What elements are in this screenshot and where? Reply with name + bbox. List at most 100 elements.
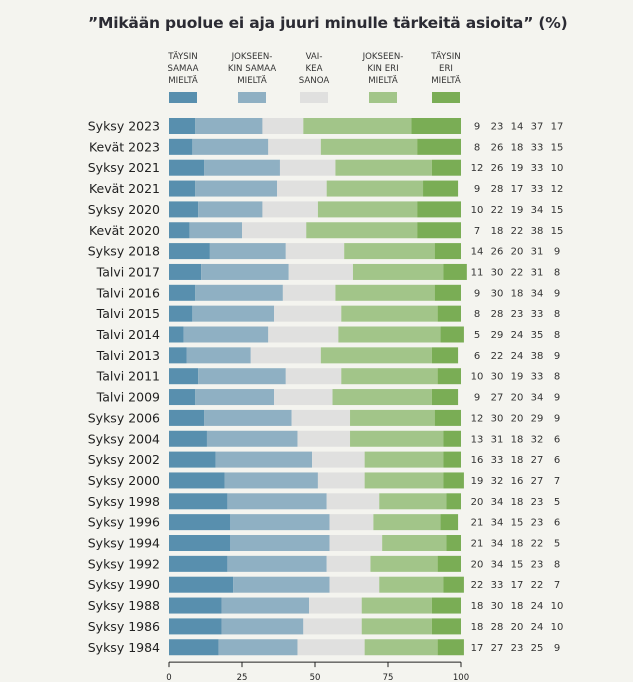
value-label: 31 bbox=[531, 247, 544, 258]
bar-segment bbox=[204, 159, 280, 176]
bar-segment bbox=[282, 284, 336, 301]
bar-segment bbox=[443, 451, 461, 468]
value-label: 21 bbox=[471, 518, 484, 529]
value-label: 8 bbox=[554, 372, 560, 383]
bar-segment bbox=[437, 555, 461, 572]
legend-label: VAI- KEA SANOA bbox=[298, 52, 330, 86]
value-label: 9 bbox=[554, 643, 560, 654]
bar-segment bbox=[169, 576, 234, 593]
bar-segment bbox=[306, 222, 418, 239]
row-label: Kevät 2023 bbox=[89, 139, 160, 154]
value-label: 20 bbox=[471, 497, 484, 508]
value-label: 6 bbox=[554, 518, 560, 529]
value-label: 7 bbox=[554, 580, 560, 591]
value-label: 24 bbox=[531, 622, 544, 633]
value-label: 14 bbox=[471, 247, 484, 258]
value-label: 27 bbox=[491, 393, 504, 404]
bar-segment bbox=[221, 618, 304, 635]
legend-label: JOKSEEN- KIN ERI MIELTÄ bbox=[362, 52, 404, 86]
bar-segment bbox=[268, 326, 339, 343]
bar-segment bbox=[242, 222, 307, 239]
bar-segment bbox=[169, 326, 184, 343]
value-label: 18 bbox=[511, 601, 524, 612]
value-label: 9 bbox=[554, 393, 560, 404]
bar-segment bbox=[169, 555, 228, 572]
bar-segment bbox=[169, 472, 225, 489]
value-label: 33 bbox=[531, 163, 544, 174]
value-label: 33 bbox=[531, 372, 544, 383]
value-label: 26 bbox=[491, 247, 504, 258]
value-label: 6 bbox=[474, 351, 480, 362]
row-label: Syksy 2020 bbox=[88, 202, 160, 217]
x-tick-label: 100 bbox=[453, 673, 469, 682]
value-label: 33 bbox=[531, 142, 544, 153]
value-label: 22 bbox=[511, 267, 524, 278]
bar-segment bbox=[215, 451, 313, 468]
bar-segment bbox=[417, 138, 461, 155]
row-label: Syksy 1992 bbox=[88, 556, 160, 571]
value-label: 18 bbox=[511, 539, 524, 550]
value-label: 22 bbox=[511, 226, 524, 237]
value-label: 38 bbox=[531, 351, 544, 362]
bar-segment bbox=[417, 201, 461, 218]
bar-segment bbox=[195, 389, 275, 406]
legend-swatch bbox=[169, 92, 197, 103]
value-label: 24 bbox=[531, 601, 544, 612]
bar-segment bbox=[350, 430, 444, 447]
value-label: 30 bbox=[491, 413, 504, 424]
value-label: 8 bbox=[554, 309, 560, 320]
bar-segment bbox=[329, 535, 383, 551]
value-label: 31 bbox=[531, 267, 544, 278]
legend-item: JOKSEEN- KIN SAMAA MIELTÄ bbox=[212, 51, 292, 103]
bar-segment bbox=[317, 472, 365, 489]
bar-segment bbox=[443, 430, 461, 447]
bar-segment bbox=[169, 451, 216, 468]
value-label: 9 bbox=[554, 413, 560, 424]
bar-segment bbox=[341, 305, 438, 322]
bar-segment bbox=[361, 597, 432, 614]
bar-segment bbox=[379, 576, 444, 593]
value-label: 33 bbox=[491, 455, 504, 466]
chart-title: ”Mikään puolue ei aja juuri minulle tärk… bbox=[88, 14, 568, 32]
bar-segment bbox=[443, 576, 464, 593]
bar-segment bbox=[233, 576, 330, 593]
bar-segment bbox=[335, 284, 435, 301]
value-label: 27 bbox=[531, 455, 544, 466]
row-label: Syksy 1998 bbox=[88, 494, 160, 509]
value-label: 30 bbox=[491, 372, 504, 383]
value-label: 8 bbox=[474, 142, 480, 153]
bar-segment bbox=[183, 326, 269, 343]
legend-label: JOKSEEN- KIN SAMAA MIELTÄ bbox=[227, 52, 277, 86]
bar-segment bbox=[335, 159, 432, 176]
bar-segment bbox=[443, 472, 464, 489]
bar-segment bbox=[169, 389, 196, 406]
value-label: 9 bbox=[474, 288, 480, 299]
bar-segment bbox=[204, 409, 292, 426]
value-label: 13 bbox=[471, 434, 484, 445]
value-label: 26 bbox=[491, 142, 504, 153]
bar-segment bbox=[382, 535, 447, 551]
bar-segment bbox=[443, 263, 467, 280]
value-label: 30 bbox=[491, 267, 504, 278]
bar-segment bbox=[169, 305, 193, 322]
bar-segment bbox=[440, 514, 459, 531]
row-label: Syksy 2021 bbox=[88, 160, 160, 175]
bar-segment bbox=[189, 222, 242, 239]
bar-segment bbox=[379, 493, 447, 510]
bar-segment bbox=[169, 535, 231, 551]
row-label: Talvi 2011 bbox=[96, 369, 160, 384]
bar-segment bbox=[268, 138, 321, 155]
bar-segment bbox=[169, 243, 210, 260]
legend-swatch bbox=[300, 92, 328, 103]
row-label: Syksy 2006 bbox=[88, 410, 160, 425]
value-label: 22 bbox=[531, 539, 544, 550]
value-label: 37 bbox=[531, 122, 544, 133]
bar-segment bbox=[434, 409, 461, 426]
value-label: 9 bbox=[554, 247, 560, 258]
value-label: 31 bbox=[491, 434, 504, 445]
value-label: 29 bbox=[531, 413, 544, 424]
bar-segment bbox=[195, 180, 278, 197]
bar-segment bbox=[297, 430, 351, 447]
value-label: 10 bbox=[471, 205, 484, 216]
value-label: 21 bbox=[471, 539, 484, 550]
